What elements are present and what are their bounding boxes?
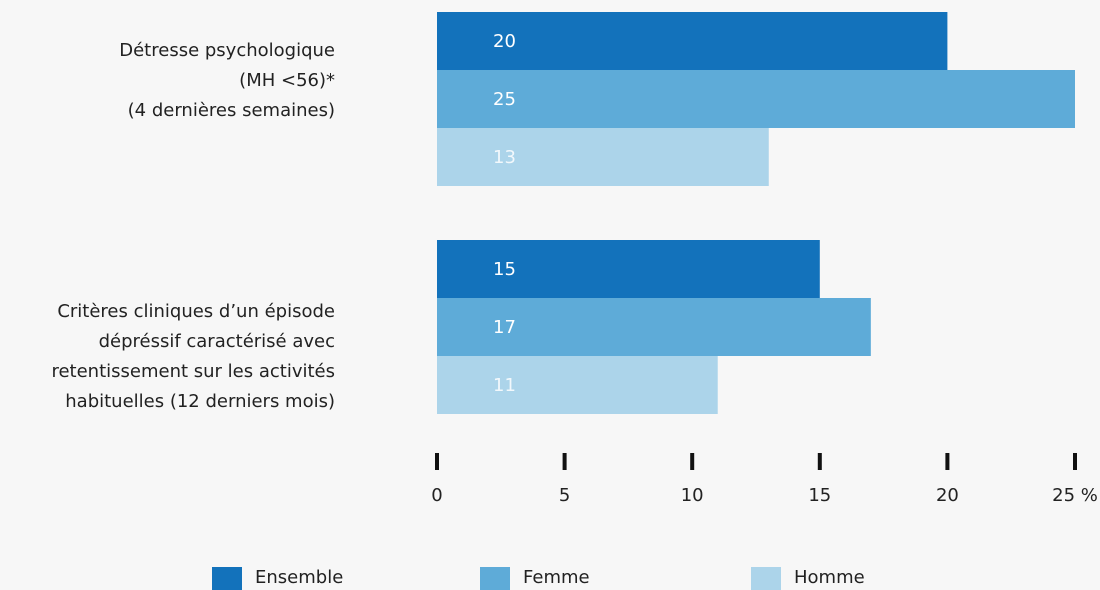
legend-swatch [751, 567, 781, 590]
tick-mark [1073, 453, 1077, 470]
legend-swatch [480, 567, 510, 590]
legend-swatch [212, 567, 242, 590]
x-tick-label: 5 [559, 485, 570, 506]
x-tick-label: 10 [681, 485, 704, 506]
bar-value-label: 13 [493, 147, 516, 168]
bar [437, 356, 718, 414]
category-label: Critères cliniques d’un épisode dépréssif… [51, 301, 335, 412]
legend-label: Femme [523, 567, 590, 588]
legend-label: Ensemble [255, 567, 343, 588]
tick-mark [817, 453, 822, 470]
bar [437, 240, 820, 298]
bar-value-label: 25 [493, 89, 516, 110]
tick-mark [945, 453, 950, 470]
bar [437, 12, 948, 70]
category-label: Détresse psychologique (MH <56)* (4 derniè… [119, 40, 335, 121]
bar-value-label: 17 [493, 317, 516, 338]
bar-value-label: 11 [493, 375, 516, 396]
bar [437, 298, 871, 356]
tick-mark [435, 453, 439, 470]
x-tick-label: 0 [431, 485, 442, 506]
legend-label: Homme [794, 567, 865, 588]
x-tick-label: 25 % [1052, 485, 1098, 506]
x-tick-label: 20 [936, 485, 959, 506]
tick-mark [690, 453, 695, 470]
bar [437, 128, 769, 186]
tick-mark [562, 453, 567, 470]
bar-value-label: 20 [493, 31, 516, 52]
bar [437, 70, 1075, 128]
bar-value-label: 15 [493, 259, 516, 280]
x-tick-label: 15 [808, 485, 831, 506]
